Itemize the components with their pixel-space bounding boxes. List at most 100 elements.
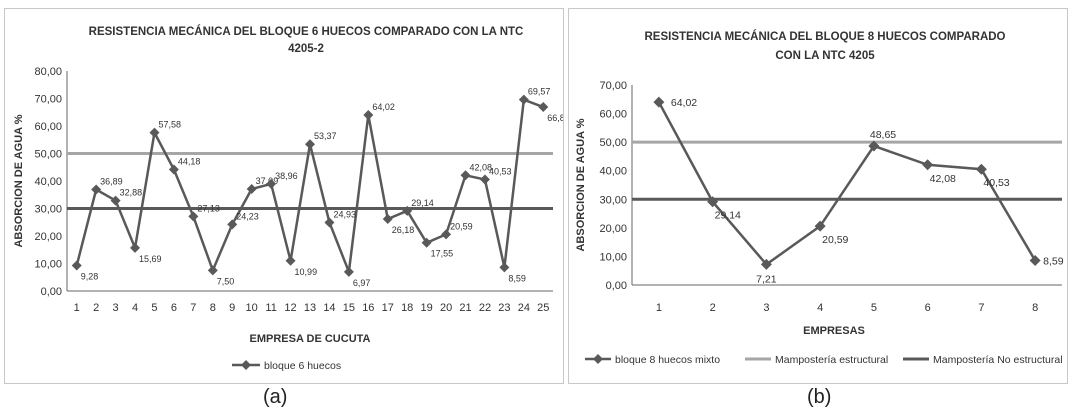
chart-a-data-point bbox=[91, 184, 102, 195]
chart-a-x-tick: 20 bbox=[440, 302, 452, 314]
chart-a-data-label: 66,89 bbox=[547, 113, 563, 123]
chart-a-data-point bbox=[324, 217, 335, 228]
chart-a-data-point bbox=[168, 164, 179, 175]
chart-a-x-tick: 5 bbox=[151, 302, 157, 314]
chart-a-data-label: 8,59 bbox=[508, 273, 526, 283]
chart-b-x-tick: 1 bbox=[656, 302, 662, 314]
chart-a-svg: RESISTENCIA MECÁNICA DEL BLOQUE 6 HUECOS… bbox=[13, 25, 563, 372]
chart-a-title-line1: RESISTENCIA MECÁNICA DEL BLOQUE 6 HUECOS… bbox=[89, 25, 524, 38]
chart-a-data-point bbox=[110, 195, 121, 206]
chart-a-data-point bbox=[149, 127, 160, 138]
chart-b-x-tick: 5 bbox=[871, 302, 877, 314]
chart-b-data-point bbox=[922, 159, 934, 171]
chart-a-data-label: 17,55 bbox=[431, 249, 454, 259]
chart-b-y-tick: 40,00 bbox=[599, 166, 627, 178]
chart-b-data-label: 40,53 bbox=[983, 177, 1009, 189]
chart-a-y-tick: 40,00 bbox=[34, 176, 62, 188]
chart-b-y-tick: 60,00 bbox=[599, 109, 627, 121]
chart-a-data-label: 20,59 bbox=[450, 221, 473, 231]
chart-a-x-tick: 1 bbox=[74, 302, 80, 314]
chart-a-data-point bbox=[499, 262, 510, 273]
chart-a-data-point bbox=[421, 237, 432, 248]
chart-a-x-tick: 3 bbox=[113, 302, 119, 314]
chart-a-data-label: 26,18 bbox=[392, 225, 415, 235]
chart-b-series-line bbox=[657, 101, 1037, 267]
chart-a-x-tick: 9 bbox=[229, 302, 235, 314]
chart-a-x-tick: 19 bbox=[421, 302, 433, 314]
chart-a-y-axis-title: ABSORCION DE AGUA % bbox=[13, 114, 25, 247]
chart-b-x-tick: 7 bbox=[978, 302, 984, 314]
chart-a-data-point bbox=[382, 214, 393, 225]
chart-a-data-point bbox=[207, 265, 218, 276]
chart-a-data-point bbox=[479, 174, 490, 185]
chart-b-data-label: 42,08 bbox=[930, 173, 956, 185]
chart-b-y-axis-title: ABSORCION DE AGUA % bbox=[575, 118, 587, 251]
chart-a-y-tick: 10,00 bbox=[34, 259, 62, 271]
chart-a-legend-label: bloque 6 huecos bbox=[264, 360, 341, 372]
chart-b-x-tick: 2 bbox=[710, 302, 716, 314]
chart-b-title-line1: RESISTENCIA MECÁNICA DEL BLOQUE 8 HUECOS… bbox=[645, 30, 1006, 43]
chart-a-legend-marker bbox=[241, 360, 251, 370]
chart-a-y-tick: 20,00 bbox=[34, 231, 62, 243]
chart-a-data-point bbox=[538, 102, 549, 113]
chart-b-x-tick: 4 bbox=[817, 302, 823, 314]
chart-a-x-tick: 7 bbox=[190, 302, 196, 314]
chart-a-x-tick: 16 bbox=[362, 302, 374, 314]
chart-b-data-point bbox=[868, 140, 880, 152]
chart-panel-b: RESISTENCIA MECÁNICA DEL BLOQUE 8 HUECOS… bbox=[568, 8, 1068, 384]
chart-b-data-point bbox=[814, 220, 826, 232]
chart-b-x-tick: 3 bbox=[763, 302, 769, 314]
chart-a-data-point bbox=[518, 94, 529, 105]
chart-a-data-label: 42,08 bbox=[470, 162, 493, 172]
chart-b-y-tick: 70,00 bbox=[599, 80, 627, 92]
chart-a-data-point bbox=[266, 178, 277, 189]
chart-a-data-point bbox=[130, 242, 141, 253]
chart-a-data-label: 53,37 bbox=[314, 131, 337, 141]
chart-b-legend-label-mixto: bloque 8 huecos mixto bbox=[615, 354, 720, 366]
chart-b-data-label: 29,14 bbox=[715, 210, 741, 222]
chart-a-data-point bbox=[188, 211, 199, 222]
chart-a-data-label: 69,57 bbox=[528, 87, 551, 97]
chart-b-title-line2: CON LA NTC 4205 bbox=[775, 50, 875, 62]
chart-b-data-point bbox=[707, 196, 719, 208]
chart-b-data-label: 64,02 bbox=[671, 97, 697, 109]
chart-a-x-tick: 12 bbox=[284, 302, 296, 314]
chart-a-data-label: 15,69 bbox=[139, 254, 162, 264]
chart-b-data-point bbox=[653, 96, 665, 108]
chart-a-data-label: 37,09 bbox=[256, 176, 279, 186]
chart-b-legend-label-structural: Mampostería estructural bbox=[775, 354, 888, 366]
caption-a: (a) bbox=[263, 386, 288, 408]
chart-a-x-tick: 23 bbox=[498, 302, 510, 314]
chart-a-data-point bbox=[343, 266, 354, 277]
chart-a-x-tick: 6 bbox=[171, 302, 177, 314]
chart-a-data-point bbox=[305, 139, 315, 150]
chart-a-x-tick: 4 bbox=[132, 302, 138, 314]
chart-a-data-label: 40,53 bbox=[489, 167, 512, 177]
chart-a-x-tick: 8 bbox=[210, 302, 216, 314]
chart-a-data-label: 9,28 bbox=[81, 271, 99, 281]
chart-a-x-tick: 2 bbox=[93, 302, 99, 314]
chart-b-data-label: 7,21 bbox=[756, 273, 777, 285]
chart-a-data-point bbox=[227, 219, 238, 230]
chart-a-data-label: 27,13 bbox=[197, 203, 220, 213]
chart-a-x-tick: 25 bbox=[537, 302, 549, 314]
chart-a-data-point bbox=[441, 229, 452, 240]
chart-a-data-point bbox=[285, 255, 296, 266]
chart-a-y-tick: 50,00 bbox=[34, 149, 62, 161]
chart-a-y-tick: 60,00 bbox=[34, 121, 62, 133]
chart-a-data-label: 10,99 bbox=[295, 267, 318, 277]
chart-a-x-axis-title: EMPRESA DE CUCUTA bbox=[249, 333, 370, 345]
chart-a-x-tick: 11 bbox=[265, 302, 276, 314]
chart-a-x-tick: 13 bbox=[304, 302, 316, 314]
chart-b-svg: RESISTENCIA MECÁNICA DEL BLOQUE 8 HUECOS… bbox=[575, 30, 1064, 366]
chart-b-data-label: 20,59 bbox=[822, 234, 848, 246]
chart-b-data-label: 8,59 bbox=[1043, 255, 1064, 267]
chart-a-data-label: 32,88 bbox=[120, 188, 143, 198]
chart-panel-a: RESISTENCIA MECÁNICA DEL BLOQUE 6 HUECOS… bbox=[4, 8, 564, 384]
chart-a-y-tick: 0,00 bbox=[41, 286, 62, 298]
chart-a-data-point bbox=[71, 260, 82, 271]
chart-a-data-label: 57,58 bbox=[158, 120, 181, 130]
chart-a-x-tick: 14 bbox=[323, 302, 335, 314]
chart-a-x-tick: 22 bbox=[479, 302, 491, 314]
chart-b-x-tick: 8 bbox=[1032, 302, 1038, 314]
